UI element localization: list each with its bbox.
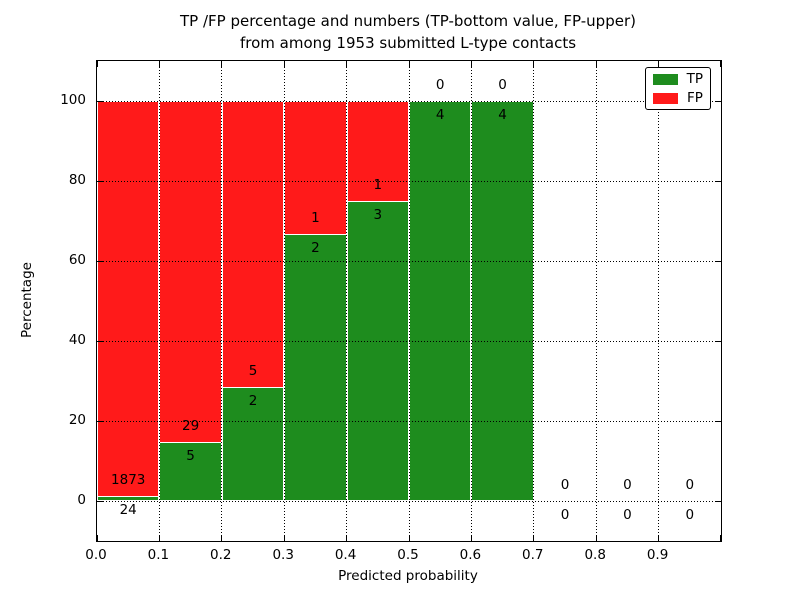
x-tick-label: 0.9 <box>646 547 669 563</box>
fp-legend-swatch-icon <box>653 92 678 104</box>
tp-bar-segment <box>409 101 472 501</box>
tp-count-label: 4 <box>498 107 507 123</box>
y-tick-label: 40 <box>68 332 86 348</box>
fp-count-label: 0 <box>623 477 632 493</box>
fp-bar-segment <box>221 101 285 387</box>
x-tick-label: 0.8 <box>584 547 606 563</box>
fp-bar-segment <box>97 101 160 496</box>
tp-bar-segment <box>159 442 222 501</box>
tp-count-label: 0 <box>560 507 570 523</box>
y-tick-label: 0 <box>77 492 86 508</box>
fp-count-label: 1 <box>373 177 383 193</box>
fp-count-label: 0 <box>435 77 445 93</box>
y-axis-label: Percentage <box>19 262 35 338</box>
tp-bar-segment <box>284 234 347 501</box>
tp-count-label: 2 <box>248 392 258 409</box>
tp-bar-segment <box>221 386 285 501</box>
tp-count-label: 0 <box>623 507 632 523</box>
x-tick-label: 0.2 <box>210 547 232 563</box>
y-tick-label: 20 <box>68 412 86 428</box>
tp-count-label: 5 <box>186 448 195 465</box>
legend: TP FP <box>645 67 711 110</box>
legend-row-tp: TP <box>653 70 703 87</box>
x-tick-label: 0.7 <box>522 547 544 563</box>
chart-title-line1: TP /FP percentage and numbers (TP-bottom… <box>180 12 636 30</box>
fp-count-label: 1873 <box>111 471 146 488</box>
y-tick-label: 100 <box>60 92 86 108</box>
tp-count-label: 24 <box>119 501 137 518</box>
fp-legend-label: FP <box>687 89 703 106</box>
x-tick-label: 0.4 <box>334 547 357 563</box>
bar-value-labels: 1873 24 29 5 5 2 1 2 1 3 0 4 0 4 0 0 0 0 0 0 <box>97 61 721 541</box>
chart-title: TP /FP percentage and numbers (TP-bottom… <box>96 10 720 54</box>
legend-row-fp: FP <box>653 89 703 106</box>
tp-count-label: 2 <box>311 240 320 257</box>
tp-bar-segment <box>346 201 409 501</box>
x-tick-label: 0.3 <box>272 547 294 563</box>
tp-count-label: 4 <box>435 107 445 123</box>
fp-count-label: 0 <box>560 477 570 493</box>
y-tick-label: 80 <box>68 172 86 188</box>
y-tick-label: 60 <box>68 252 86 268</box>
fp-bar-segment <box>284 101 347 235</box>
fp-count-label: 5 <box>248 362 258 379</box>
tp-count-label: 0 <box>685 507 695 523</box>
fp-count-label: 29 <box>181 418 200 435</box>
fp-count-label: 0 <box>685 477 695 493</box>
x-tick-label: 0.5 <box>397 547 419 563</box>
x-tick-label: 0.6 <box>459 547 482 563</box>
fp-count-label: 1 <box>311 210 320 227</box>
tp-bar-segment <box>471 101 534 501</box>
plot-area: 1873 24 29 5 5 2 1 2 1 3 0 4 0 4 0 0 0 0 0 0 TP FP <box>96 60 722 542</box>
fp-count-label: 0 <box>498 77 507 93</box>
fp-bar-segment <box>346 101 409 201</box>
fp-bar-segment <box>159 101 222 443</box>
tp-bar-segment <box>97 495 160 501</box>
x-tick-label: 0.1 <box>147 547 170 563</box>
tp-legend-swatch-icon <box>653 73 678 85</box>
tp-legend-label: TP <box>686 70 703 87</box>
chart-title-line2: from among 1953 submitted L-type contact… <box>239 34 577 52</box>
x-axis-label: Predicted probability <box>338 568 478 584</box>
x-tick-label: 0.0 <box>85 547 107 563</box>
tp-count-label: 3 <box>373 207 383 223</box>
bars-layer <box>97 61 721 541</box>
